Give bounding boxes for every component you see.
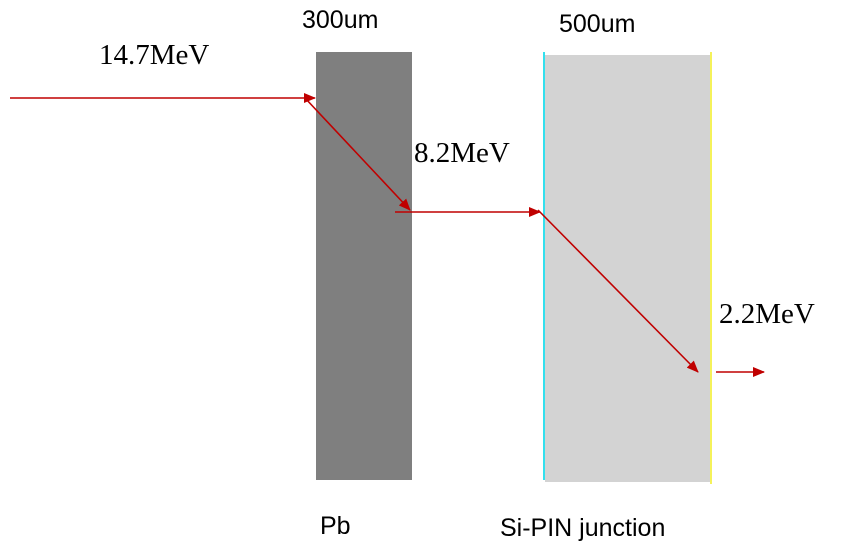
pb-exit-energy-label: 8.2MeV bbox=[414, 137, 510, 169]
pb-layer bbox=[316, 52, 412, 480]
pb-traverse-arrow bbox=[304, 97, 411, 211]
si-pin-layer bbox=[545, 55, 710, 482]
incident-energy-label: 14.7MeV bbox=[99, 39, 210, 71]
pb-thickness-label: 300um bbox=[302, 6, 379, 34]
si-traverse-arrow bbox=[537, 209, 699, 373]
exit-energy-label: 2.2MeV bbox=[719, 298, 815, 330]
si-pin-material-label: Si-PIN junction bbox=[500, 514, 666, 542]
pb-material-label: Pb bbox=[320, 512, 351, 540]
si-pin-thickness-label: 500um bbox=[559, 10, 636, 38]
